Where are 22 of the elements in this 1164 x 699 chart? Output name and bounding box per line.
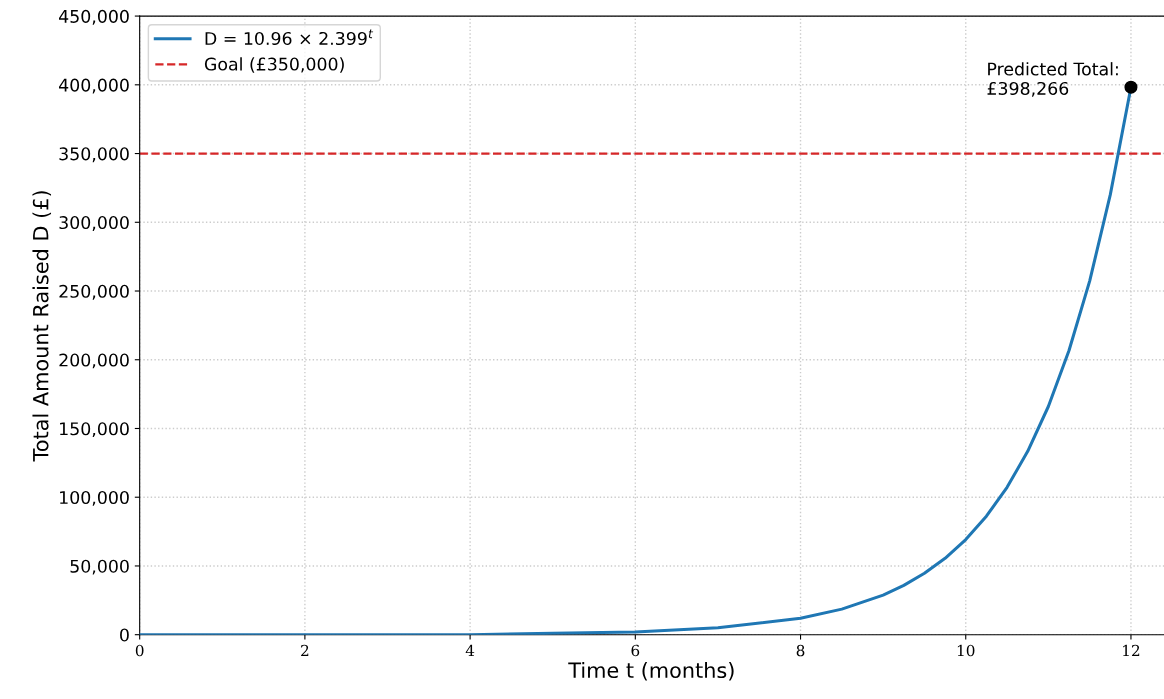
y-tick-label: 400,000 [59, 78, 129, 94]
y-tick-label: 450,000 [59, 9, 129, 25]
x-tick-label: 12 [1123, 644, 1140, 657]
y-tick-label: 50,000 [70, 559, 129, 575]
y-tick-label: 0 [120, 628, 129, 642]
x-tick-label: 10 [957, 644, 975, 657]
y-tick-label: 350,000 [59, 147, 129, 163]
x-tick-label: 4 [465, 644, 475, 657]
y-tick-label: 100,000 [60, 490, 129, 506]
y-tick-label: 300,000 [59, 215, 129, 231]
x-tick-label: 6 [631, 644, 640, 657]
y-tick-label: 250,000 [59, 284, 129, 300]
y-axis-title: Total Amount Raised D (£) [32, 191, 52, 462]
legend-label: D = 10.96 × 2.399$^{t}$ [205, 29, 374, 46]
x-tick-label: 0 [135, 644, 144, 657]
legend-label: Goal (£350,000) [204, 57, 344, 73]
x-axis-title: Time t (months) [568, 661, 734, 681]
y-tick-label: 200,000 [59, 353, 129, 369]
x-tick-label: 2 [301, 644, 309, 657]
x-tick-label: 8 [796, 644, 805, 657]
y-tick-label: 150,000 [60, 422, 129, 438]
annotation: Predicted Total: £398,266 [987, 62, 1118, 97]
